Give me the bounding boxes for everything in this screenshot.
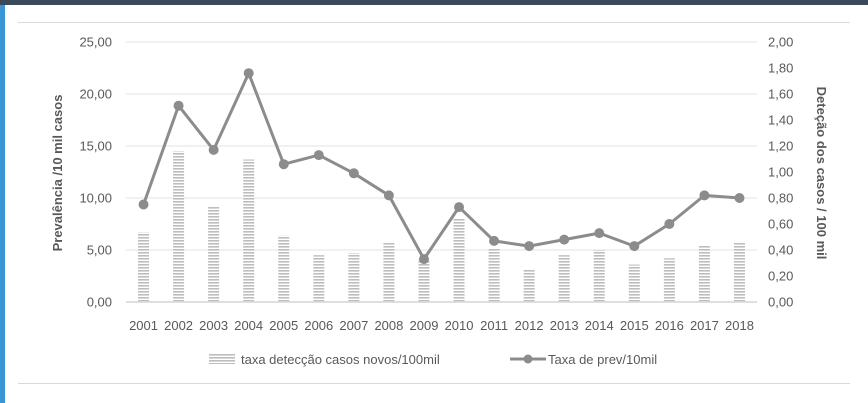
- line-point: [699, 190, 710, 201]
- bar: [348, 253, 360, 302]
- line-point: [208, 144, 219, 155]
- x-tick-label: 2018: [725, 318, 754, 333]
- left-tick-label: 10,00: [79, 191, 112, 206]
- x-tick-label: 2016: [655, 318, 684, 333]
- x-axis-ticks: 2001 2002 2003 2004 2005 2006 2007 2008 2009 2010…: [129, 318, 754, 333]
- bar: [173, 151, 185, 302]
- x-tick-label: 2013: [550, 318, 579, 333]
- x-tick-label: 2001: [129, 318, 158, 333]
- legend-line-label: Taxa de prev/10mil: [548, 352, 657, 367]
- bottom-divider: [18, 383, 850, 384]
- right-axis-ticks: 0,00 0,20 0,40 0,60 0,80 1,00 1,20 1,40 1,60 1,80…: [768, 35, 793, 310]
- x-tick-label: 2017: [690, 318, 719, 333]
- line-point: [173, 100, 184, 111]
- left-axis-ticks: 0,00 5,00 10,00 15,00 20,00 25,00: [79, 35, 112, 310]
- legend-line-marker: [523, 354, 533, 364]
- right-tick-label: 0,20: [768, 269, 793, 284]
- line-point: [559, 234, 570, 245]
- left-axis-title: Prevalência /10 mil casos: [50, 95, 65, 252]
- right-tick-label: 1,20: [768, 139, 793, 154]
- gridlines: [126, 41, 757, 303]
- right-tick-label: 1,00: [768, 165, 793, 180]
- line-point: [664, 219, 675, 229]
- left-tick-label: 20,00: [79, 87, 112, 102]
- bar: [313, 255, 325, 302]
- bar-series: [138, 151, 745, 302]
- x-tick-label: 2004: [234, 318, 263, 333]
- x-tick-label: 2007: [339, 318, 368, 333]
- x-tick-label: 2014: [585, 318, 614, 333]
- line-point: [594, 228, 605, 239]
- bar: [418, 259, 430, 302]
- left-accent-rule: [0, 5, 5, 403]
- right-tick-label: 1,80: [768, 61, 793, 76]
- right-tick-label: 0,80: [768, 191, 793, 206]
- line-point: [278, 159, 289, 170]
- bar: [698, 245, 710, 302]
- line-point: [734, 193, 745, 203]
- left-tick-label: 0,00: [87, 295, 112, 310]
- bar: [208, 206, 220, 302]
- x-tick-label: 2005: [269, 318, 298, 333]
- right-tick-label: 0,40: [768, 243, 793, 258]
- legend-bar-swatch: [209, 354, 235, 364]
- bar: [593, 250, 605, 302]
- right-tick-label: 1,40: [768, 113, 793, 128]
- line-point: [629, 241, 640, 252]
- bar: [138, 232, 150, 302]
- series-line: [142, 71, 740, 261]
- bar: [453, 218, 465, 302]
- line-point: [313, 150, 324, 161]
- bar: [488, 248, 500, 302]
- line-point: [454, 202, 465, 213]
- legend: taxa detecção casos novos/100mil Taxa de…: [209, 352, 657, 367]
- x-tick-label: 2015: [620, 318, 649, 333]
- line-point: [383, 190, 394, 201]
- x-tick-label: 2002: [164, 318, 193, 333]
- bar: [558, 255, 570, 302]
- x-tick-label: 2012: [515, 318, 544, 333]
- right-tick-label: 1,60: [768, 87, 793, 102]
- x-tick-label: 2010: [445, 318, 474, 333]
- x-tick-label: 2003: [199, 318, 228, 333]
- bar: [628, 264, 640, 302]
- top-bar: [0, 0, 868, 5]
- line-point: [243, 68, 254, 79]
- right-tick-label: 2,00: [768, 35, 793, 50]
- line-series: [138, 68, 745, 265]
- left-tick-label: 25,00: [79, 35, 112, 50]
- bar: [383, 241, 395, 302]
- x-tick-label: 2011: [480, 318, 508, 333]
- right-axis-title: Deteção dos casos / 100 mil: [814, 87, 829, 260]
- left-tick-label: 5,00: [87, 243, 112, 258]
- top-divider: [18, 22, 850, 23]
- bar: [663, 258, 675, 302]
- bar: [243, 159, 255, 302]
- bar: [523, 269, 535, 302]
- line-point: [138, 199, 149, 210]
- x-tick-label: 2006: [304, 318, 333, 333]
- line-point: [524, 241, 535, 252]
- bar: [733, 241, 745, 302]
- x-tick-label: 2008: [374, 318, 403, 333]
- legend-bar-label: taxa detecção casos novos/100mil: [241, 352, 440, 367]
- line-point: [348, 168, 359, 179]
- x-tick-label: 2009: [410, 318, 439, 333]
- line-point: [489, 235, 500, 246]
- left-tick-label: 15,00: [79, 139, 112, 154]
- right-tick-label: 0,60: [768, 217, 793, 232]
- line-point: [418, 254, 429, 265]
- bar: [278, 235, 290, 302]
- right-tick-label: 0,00: [768, 295, 793, 310]
